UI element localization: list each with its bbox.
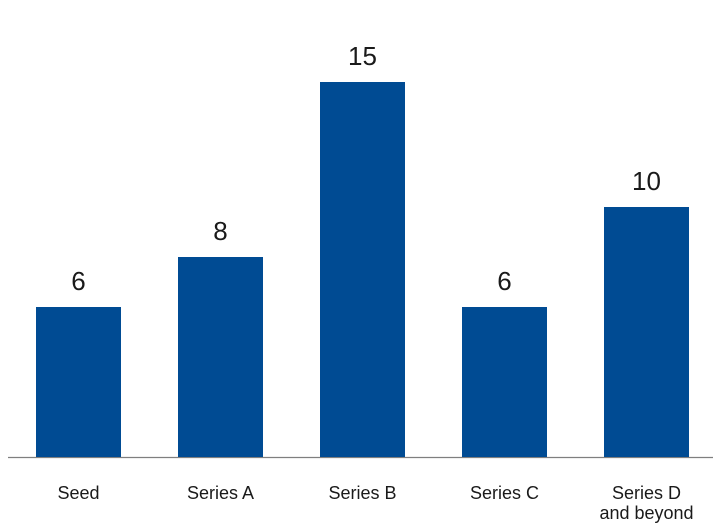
category-label-0: Seed [57, 483, 99, 503]
data-label-0: 6 [71, 266, 85, 296]
data-label-1: 8 [213, 216, 227, 246]
bar-4 [604, 207, 689, 457]
data-label-2: 15 [348, 41, 377, 71]
category-label-2: Series B [328, 483, 396, 503]
value-labels-group: 6 8 15 6 10 [71, 41, 661, 296]
category-label-3: Series C [470, 483, 539, 503]
category-label-1: Series A [187, 483, 254, 503]
bar-0 [36, 307, 121, 457]
data-label-3: 6 [497, 266, 511, 296]
bars-group [36, 82, 689, 457]
bar-3 [462, 307, 547, 457]
bar-1 [178, 257, 263, 457]
bar-2 [320, 82, 405, 457]
data-label-4: 10 [632, 166, 661, 196]
